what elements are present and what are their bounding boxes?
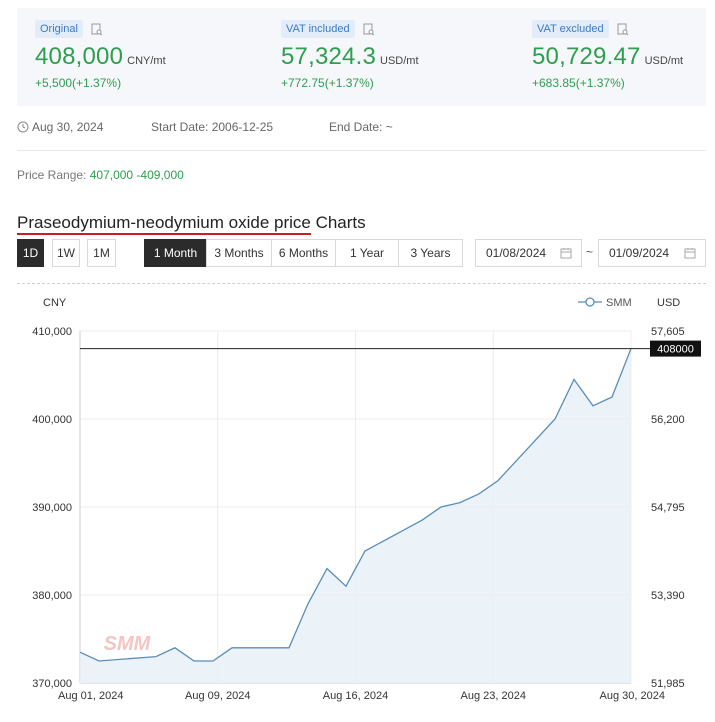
y-tick-label-left: 390,000 (32, 502, 72, 514)
x-tick-label: Aug 01, 2024 (58, 690, 123, 702)
legend-label: SMM (606, 297, 632, 309)
x-tick-label: Aug 30, 2024 (600, 690, 665, 702)
period-1w-button[interactable]: 1W (52, 239, 80, 267)
x-tick-label: Aug 23, 2024 (461, 690, 526, 702)
current-date: Aug 30, 2024 (17, 120, 103, 134)
vat-included-price-unit: USD/mt (380, 55, 419, 67)
end-date-label: End Date: (329, 120, 383, 134)
original-price-value: 408,000 (35, 43, 124, 70)
vat-included-price-change: +772.75(+1.37%) (281, 76, 374, 90)
period-1m-button[interactable]: 1M (87, 239, 116, 267)
y-tick-label-left: 400,000 (32, 414, 72, 426)
date-meta-row: Aug 30, 2024 Start Date: 2006-12-25 End … (17, 120, 706, 138)
end-date-value: ~ (385, 120, 393, 134)
y-tick-label-left: 410,000 (32, 326, 72, 338)
document-search-icon[interactable] (617, 23, 629, 36)
start-date: Start Date: 2006-12-25 (151, 120, 273, 134)
date-from-input[interactable]: 01/08/2024 (475, 239, 582, 267)
range-1-month-button[interactable]: 1 Month (144, 239, 207, 267)
y-tick-label-right: 53,390 (651, 590, 685, 602)
vat-included-tag: VAT included (281, 20, 355, 38)
date-to-value: 01/09/2024 (609, 246, 670, 260)
range-6-months-button[interactable]: 6 Months (271, 239, 336, 267)
period-1d-button[interactable]: 1D (17, 239, 44, 267)
original-price-unit: CNY/mt (127, 55, 166, 67)
divider (17, 150, 706, 151)
y-tick-label-right: 54,795 (651, 502, 685, 514)
smm-watermark: SMM (104, 633, 152, 655)
price-range: Price Range: 407,000 -409,000 (17, 168, 184, 182)
x-tick-label: Aug 16, 2024 (323, 690, 388, 702)
clock-icon (17, 121, 29, 133)
date-to-input[interactable]: 01/09/2024 (598, 239, 706, 267)
vat-excluded-price-value: 50,729.47 (532, 43, 641, 70)
vat-included-price-value: 57,324.3 (281, 43, 377, 70)
vat-excluded-tag: VAT excluded (532, 20, 609, 38)
x-tick-label: Aug 09, 2024 (185, 690, 250, 702)
chart-title: Praseodymium-neodymium oxide price Chart… (17, 213, 366, 235)
document-search-icon[interactable] (363, 23, 375, 36)
original-tag: Original (35, 20, 83, 38)
price-line (79, 348, 632, 662)
y-tick-label-right: 51,985 (651, 678, 685, 690)
original-price-change: +5,500(+1.37%) (35, 76, 122, 90)
calendar-icon (684, 248, 696, 259)
date-from-value: 01/08/2024 (486, 246, 547, 260)
y-tick-label-left: 370,000 (32, 678, 72, 690)
vat-excluded-price-change: +683.85(+1.37%) (532, 76, 625, 90)
document-search-icon[interactable] (91, 23, 103, 36)
calendar-icon (560, 248, 572, 259)
range-3-years-button[interactable]: 3 Years (398, 239, 463, 267)
y-tick-label-right: 57,605 (651, 326, 685, 338)
vat-excluded-price-unit: USD/mt (644, 55, 684, 67)
price-area (80, 348, 631, 683)
current-price-label: 408000 (657, 344, 694, 356)
left-unit-label: CNY (43, 297, 67, 309)
chart-title-suffix: Charts (310, 213, 366, 232)
chart-title-product: Praseodymium-neodymium oxide price (17, 213, 311, 235)
price-range-label: Price Range: (17, 168, 87, 182)
date-separator: ~ (586, 245, 594, 259)
price-range-value: 407,000 -409,000 (89, 168, 184, 182)
y-tick-label-left: 380,000 (32, 590, 72, 602)
chart-separator (17, 283, 706, 284)
current-price-label-box (650, 340, 701, 357)
price-summary-panel: Original 408,000 CNY/mt +5,500(+1.37%) VA… (17, 8, 706, 106)
range-1-year-button[interactable]: 1 Year (335, 239, 399, 267)
y-tick-label-right: 56,200 (651, 414, 685, 426)
end-date: End Date: ~ (329, 120, 393, 134)
start-date-label: Start Date: (151, 120, 209, 134)
start-date-value: 2006-12-25 (211, 120, 274, 134)
legend-marker (585, 297, 595, 307)
right-unit-label: USD (657, 297, 680, 309)
